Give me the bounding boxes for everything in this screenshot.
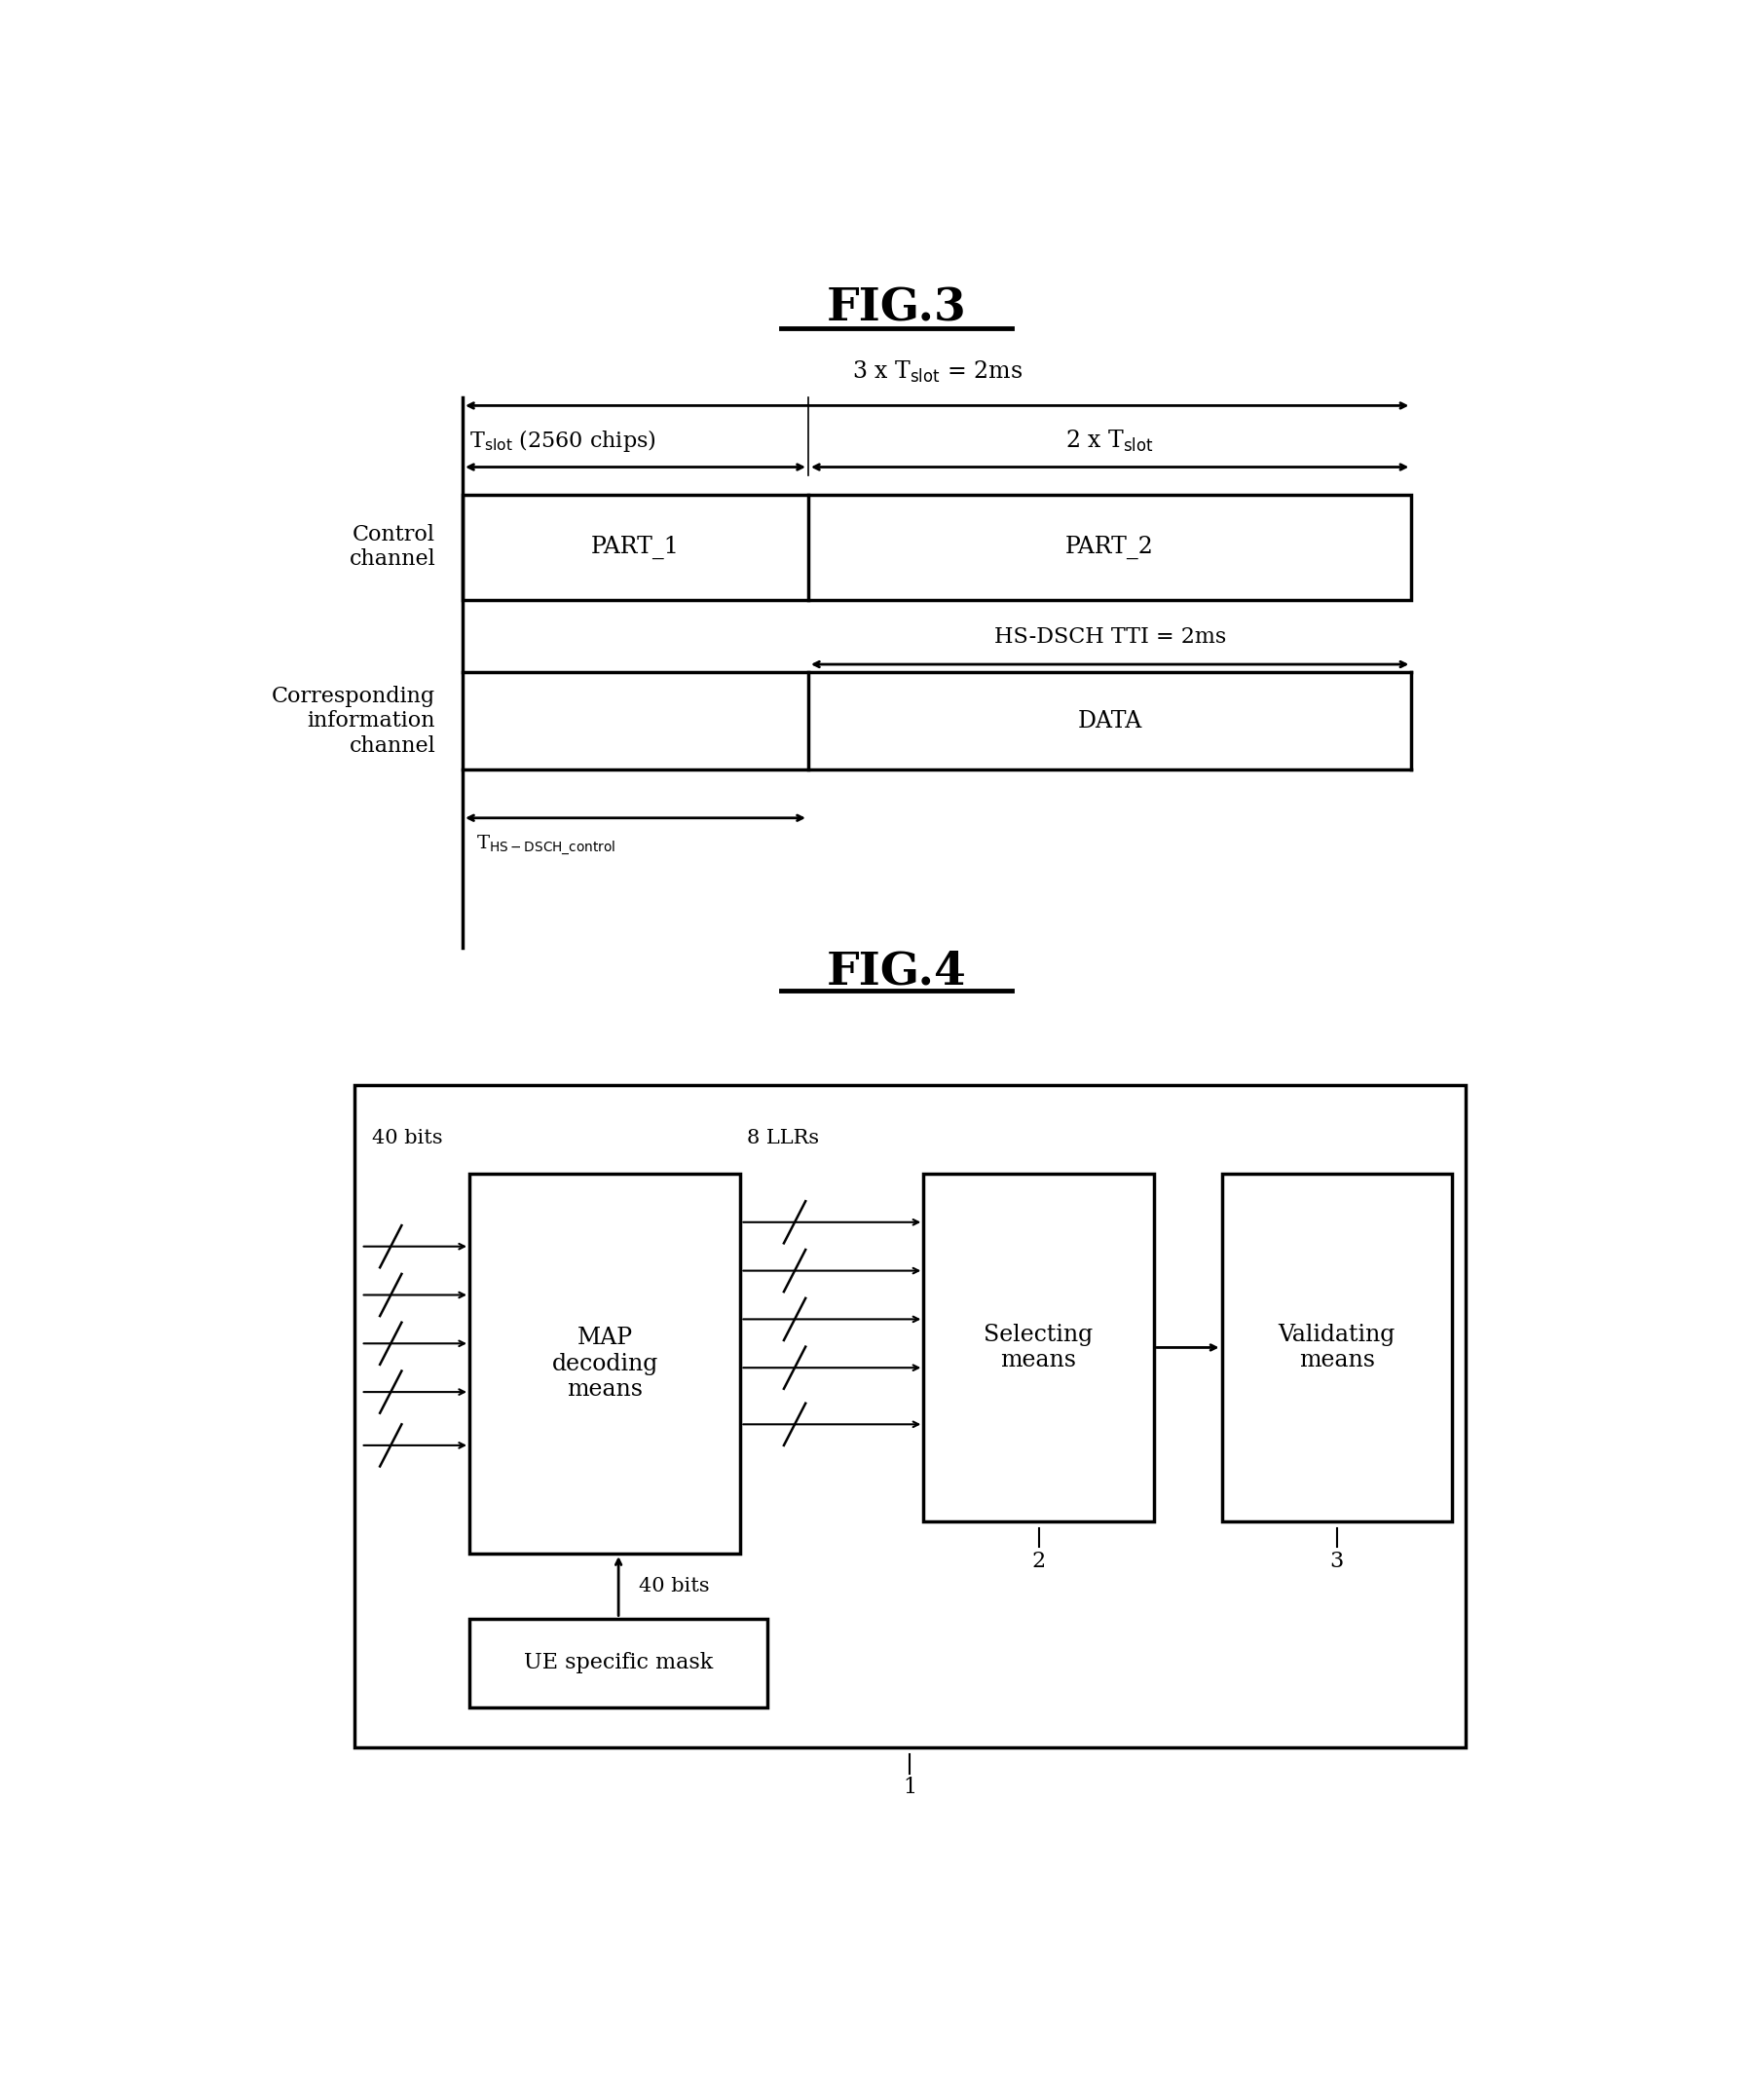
Bar <box>1221 1174 1452 1520</box>
Text: Corresponding
information
channel: Corresponding information channel <box>271 685 436 756</box>
Text: 3 x T$_{\rm slot}$ = 2ms: 3 x T$_{\rm slot}$ = 2ms <box>852 359 1023 384</box>
Text: 8 LLRs: 8 LLRs <box>747 1130 820 1147</box>
Text: T$_{\rm slot}$ (2560 chips): T$_{\rm slot}$ (2560 chips) <box>469 428 656 454</box>
Text: 1: 1 <box>902 1777 916 1798</box>
Text: 2 x T$_{\rm slot}$: 2 x T$_{\rm slot}$ <box>1065 428 1154 454</box>
Bar <box>353 1086 1466 1747</box>
Text: Validating
means: Validating means <box>1279 1323 1396 1371</box>
Bar <box>469 1174 740 1554</box>
Text: UE specific mask: UE specific mask <box>525 1653 714 1674</box>
Text: T$_{\rm HS-DSCH\_control}$: T$_{\rm HS-DSCH\_control}$ <box>476 834 616 857</box>
Text: DATA: DATA <box>1077 710 1142 733</box>
Bar <box>462 496 1411 601</box>
Bar <box>469 1619 768 1707</box>
Text: 40 bits: 40 bits <box>638 1577 710 1596</box>
Text: MAP
decoding
means: MAP decoding means <box>551 1327 658 1401</box>
Text: 3: 3 <box>1329 1550 1343 1573</box>
Text: 2: 2 <box>1032 1550 1046 1573</box>
Text: 40 bits: 40 bits <box>373 1130 442 1147</box>
Text: Control
channel: Control channel <box>350 525 436 571</box>
Text: Selecting
means: Selecting means <box>985 1323 1093 1371</box>
Text: FIG.4: FIG.4 <box>826 949 967 993</box>
Text: FIG.3: FIG.3 <box>826 286 967 332</box>
Text: PART_2: PART_2 <box>1065 536 1154 559</box>
Bar <box>923 1174 1154 1520</box>
Text: HS-DSCH TTI = 2ms: HS-DSCH TTI = 2ms <box>993 626 1226 649</box>
Text: PART_1: PART_1 <box>591 536 680 559</box>
